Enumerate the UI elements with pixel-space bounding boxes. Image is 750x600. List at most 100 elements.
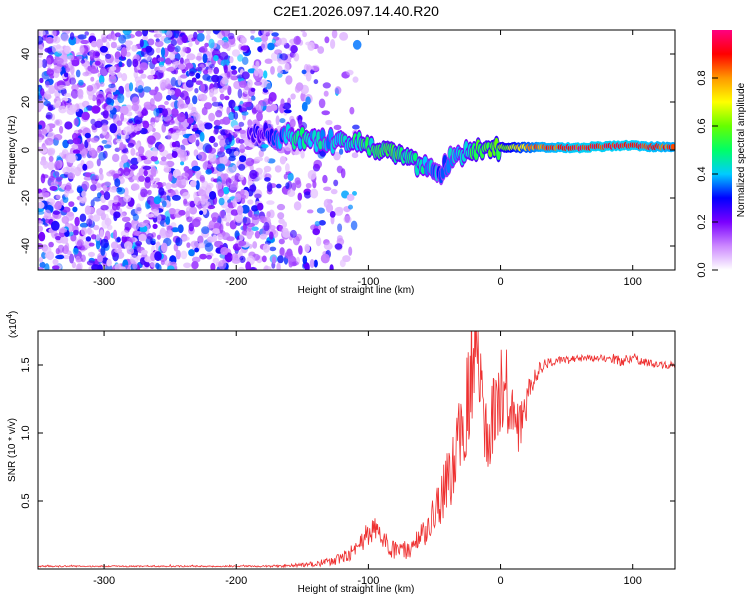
noise-speck [103, 181, 112, 187]
noise-speck [205, 34, 211, 41]
noise-speck [216, 181, 223, 191]
noise-speck [228, 133, 233, 143]
noise-speck [195, 139, 200, 147]
noise-speck [282, 229, 291, 238]
noise-speck [197, 151, 204, 161]
noise-speck [106, 258, 112, 267]
noise-speck [53, 102, 60, 109]
noise-speck [119, 105, 129, 116]
noise-speck [65, 182, 72, 191]
noise-speck [174, 130, 183, 136]
noise-speck [266, 82, 272, 90]
noise-speck [75, 37, 81, 44]
noise-speck [249, 169, 258, 180]
noise-speck [224, 95, 230, 101]
noise-speck [129, 170, 134, 177]
noise-speck [313, 79, 319, 85]
noise-speck [258, 215, 267, 223]
noise-speck [167, 43, 175, 53]
x-tick-label: -300 [93, 575, 115, 587]
noise-speck [221, 30, 231, 37]
noise-speck [76, 55, 83, 60]
noise-speck [336, 206, 344, 213]
noise-speck [128, 118, 134, 124]
noise-speck [91, 175, 98, 185]
noise-speck [285, 75, 293, 85]
noise-speck [218, 259, 227, 270]
noise-speck [245, 261, 252, 270]
ridge-cell [412, 152, 418, 162]
noise-speck [247, 222, 252, 232]
noise-speck [228, 99, 236, 109]
noise-speck [282, 221, 287, 228]
noise-speck [69, 32, 75, 40]
noise-speck [261, 34, 269, 42]
noise-speck [238, 163, 246, 171]
noise-speck [39, 30, 46, 37]
noise-speck [126, 124, 135, 133]
noise-speck [236, 205, 244, 216]
noise-speck [114, 56, 120, 63]
noise-speck [269, 246, 277, 252]
noise-speck [305, 96, 311, 105]
noise-speck [50, 181, 59, 187]
noise-speck [249, 164, 254, 171]
noise-speck [70, 234, 77, 242]
noise-speck [254, 230, 261, 239]
noise-speck [38, 192, 44, 201]
y-tick-label: -40 [20, 238, 32, 254]
noise-speck [219, 93, 225, 101]
noise-speck [75, 263, 82, 270]
snr-panel: -300 -200 -100 0 100 0.5 1.0 1.5 Height of str… [5, 311, 676, 595]
noise-speck [306, 64, 312, 73]
noise-speck [147, 189, 152, 196]
noise-speck [58, 227, 68, 233]
noise-speck [130, 147, 136, 156]
noise-speck [118, 34, 127, 44]
noise-speck [195, 55, 202, 61]
noise-speck [212, 228, 221, 235]
noise-speck [38, 53, 43, 59]
noise-speck [225, 222, 230, 227]
noise-speck [176, 175, 185, 180]
noise-speck [153, 91, 163, 102]
noise-speck [210, 262, 216, 270]
noise-speck [138, 175, 146, 182]
noise-speck [157, 65, 167, 73]
noise-speck [100, 238, 109, 249]
noise-speck [214, 124, 220, 135]
noise-speck [40, 88, 45, 96]
noise-speck [91, 264, 100, 270]
noise-speck [47, 149, 55, 157]
noise-speck [262, 228, 271, 236]
noise-speck [271, 38, 276, 44]
noise-speck [202, 73, 211, 81]
noise-speck [292, 235, 300, 246]
noise-speck [323, 242, 333, 250]
noise-speck [259, 79, 269, 88]
noise-speck [334, 86, 342, 95]
noise-speck [336, 235, 343, 242]
noise-speck [232, 164, 238, 171]
noise-speck [114, 263, 122, 270]
noise-speck [307, 170, 317, 180]
noise-speck [166, 94, 172, 101]
noise-speck [241, 56, 249, 65]
noise-speck [163, 164, 169, 173]
noise-speck [149, 98, 155, 107]
noise-speck [145, 150, 153, 160]
noise-speck [183, 262, 192, 269]
noise-speck [109, 123, 118, 134]
noise-speck [120, 133, 130, 140]
noise-speck [107, 33, 112, 42]
noise-speck [137, 69, 144, 74]
noise-speck [92, 214, 101, 222]
noise-speck [157, 57, 165, 62]
noise-speck [256, 202, 264, 211]
noise-speck [233, 150, 239, 156]
noise-speck [165, 229, 174, 238]
noise-speck [199, 253, 208, 260]
noise-speck [208, 112, 216, 122]
noise-speck [38, 58, 44, 69]
noise-speck [100, 212, 107, 221]
